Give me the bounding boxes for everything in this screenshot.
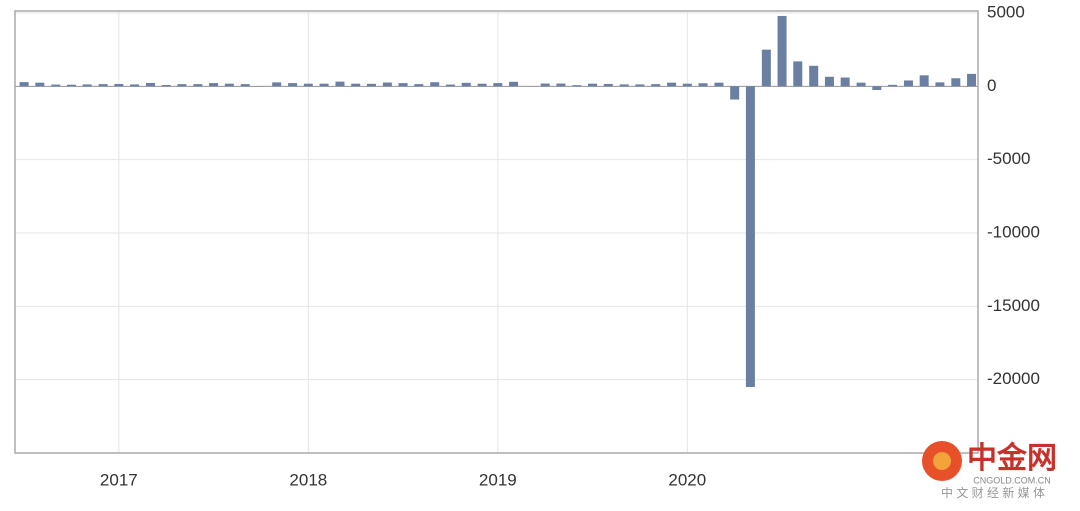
bar	[698, 83, 708, 87]
y-tick-label: 0	[987, 76, 996, 95]
x-tick-label: 2020	[668, 470, 706, 489]
bar	[224, 83, 234, 87]
watermark-slogan: 中 文 财 经 新 媒 体	[941, 485, 1045, 500]
y-tick-label: -5000	[987, 149, 1030, 168]
bar	[603, 83, 613, 87]
bar	[19, 82, 29, 87]
y-tick-label: -20000	[987, 369, 1040, 388]
bar	[745, 86, 755, 387]
bar	[651, 84, 661, 87]
bar	[619, 84, 629, 87]
bar	[114, 83, 124, 87]
bar	[209, 83, 219, 87]
bar	[856, 82, 866, 87]
bar	[461, 82, 471, 87]
x-tick-label: 2017	[100, 470, 138, 489]
bar	[682, 83, 692, 87]
bar	[398, 83, 408, 87]
bar	[477, 83, 487, 87]
bar	[272, 82, 282, 87]
bar	[303, 83, 313, 87]
watermark-domain: CNGOLD.COM.CN	[973, 475, 1051, 485]
bar	[824, 76, 834, 87]
bar	[193, 84, 203, 87]
bar	[145, 82, 155, 87]
bar	[809, 65, 819, 87]
bar	[793, 61, 803, 87]
bar	[66, 84, 76, 87]
bar	[51, 84, 61, 87]
bar	[430, 82, 440, 87]
bar	[761, 49, 771, 87]
bar	[667, 82, 677, 87]
plot-frame	[14, 10, 979, 454]
logo-icon-inner	[933, 452, 951, 470]
bar	[588, 83, 598, 87]
watermark-brand: 中金网	[967, 441, 1057, 475]
bar	[556, 83, 566, 87]
bar	[319, 83, 329, 87]
bar	[382, 82, 392, 87]
y-tick-label: -10000	[987, 222, 1040, 241]
bar	[840, 77, 850, 87]
x-tick-label: 2019	[479, 470, 517, 489]
bar	[82, 84, 92, 87]
y-tick-label: -15000	[987, 296, 1040, 315]
bar	[288, 83, 298, 87]
y-tick-label: 5000	[987, 2, 1025, 21]
bar	[967, 73, 977, 87]
bar	[509, 81, 519, 87]
bar	[366, 83, 376, 87]
bar	[414, 84, 424, 87]
bar	[177, 84, 187, 87]
bar	[903, 80, 913, 87]
bar	[635, 84, 645, 87]
bar	[730, 86, 740, 100]
bar	[540, 83, 550, 87]
bar	[714, 82, 724, 87]
bar	[351, 83, 361, 87]
bar	[493, 83, 503, 87]
bar	[35, 82, 45, 87]
bar	[951, 78, 961, 87]
bar	[935, 82, 945, 87]
bar	[872, 86, 882, 90]
bar	[777, 15, 787, 87]
bar	[445, 84, 455, 87]
bar	[240, 84, 250, 87]
bar	[98, 84, 108, 87]
bar	[888, 84, 898, 87]
bar	[161, 85, 171, 87]
bar	[130, 84, 140, 87]
bar	[572, 85, 582, 87]
bar	[335, 81, 345, 87]
x-tick-label: 2018	[289, 470, 327, 489]
watermark: 中金网 CNGOLD.COM.CN 中 文 财 经 新 媒 体	[922, 441, 1057, 500]
bar	[919, 75, 929, 87]
